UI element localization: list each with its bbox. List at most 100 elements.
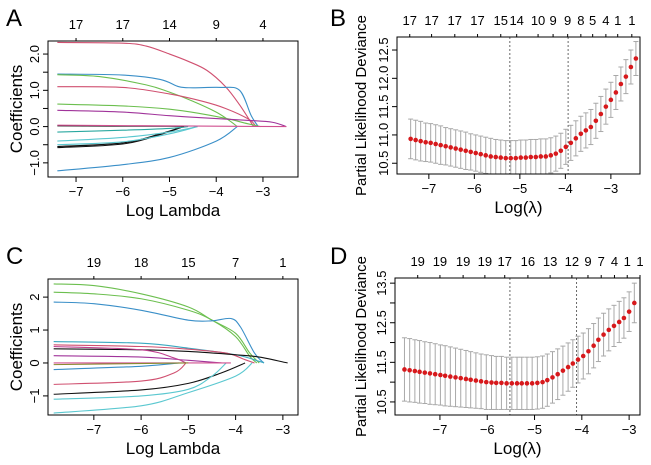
y-tick-label: 12.5 (374, 310, 389, 335)
deviance-point (504, 381, 509, 386)
deviance-point (508, 155, 514, 161)
deviance-point (540, 379, 545, 385)
y-tick-label: 1.0 (27, 81, 42, 99)
deviance-point (586, 348, 591, 354)
top-axis-label: 1 (628, 13, 635, 28)
deviance-point (402, 367, 407, 372)
deviance-point (453, 375, 458, 380)
deviance-point (509, 381, 515, 386)
coefficient-path-13 (53, 362, 253, 414)
deviance-point (543, 154, 549, 159)
deviance-point (503, 155, 509, 161)
x-tick-label: −3 (622, 422, 637, 437)
coefficient-path-7 (53, 355, 222, 364)
deviance-point (422, 370, 428, 375)
deviance-point (596, 337, 601, 343)
plot-area (53, 283, 288, 414)
deviance-point (407, 367, 412, 373)
x-tick-label: −3 (275, 422, 290, 437)
top-axis-label: 17 (497, 254, 511, 269)
coefficient-path-12 (57, 126, 189, 133)
deviance-point (412, 368, 418, 374)
coefficient-path-3 (57, 74, 238, 128)
top-axis-label: 7 (598, 254, 605, 269)
top-axis-label: 18 (134, 255, 148, 270)
panel-c: C −7 −6 −5 −4 −3 −1 0 1 2 19 18 15 7 1 Log Lambda Coeffi… (6, 243, 299, 458)
deviance-point (544, 377, 550, 383)
coefficient-path-12 (53, 362, 227, 400)
x-axis-label: Log Lambda (126, 439, 221, 458)
x-axis-label: Log Lambda (126, 201, 221, 220)
x-tick-label: −4 (209, 184, 224, 199)
deviance-point (588, 124, 594, 130)
deviance-point (417, 369, 422, 375)
top-axis-label: 15 (181, 255, 195, 270)
deviance-point (427, 371, 433, 376)
deviance-point (453, 146, 459, 151)
coefficient-path-9 (53, 362, 179, 371)
deviance-point (458, 375, 464, 381)
deviance-point (473, 150, 479, 156)
deviance-point (550, 375, 555, 380)
deviance-point (618, 81, 624, 87)
top-axis-label: 17 (470, 13, 484, 28)
top-axis-label: 14 (509, 13, 523, 28)
deviance-point (458, 147, 464, 152)
deviance-point (608, 97, 614, 103)
x-tick-label: −7 (86, 422, 101, 437)
deviance-point (616, 319, 622, 325)
deviance-point (493, 380, 499, 386)
deviance-point (438, 142, 443, 148)
top-axis-label: 1 (279, 255, 286, 270)
deviance-point (533, 154, 539, 160)
deviance-point (408, 136, 413, 142)
deviance-point (448, 374, 453, 379)
y-axis-label: Coefficients (7, 303, 26, 392)
deviance-point (478, 151, 484, 157)
top-axis-label: 19 (87, 255, 101, 270)
panel-letter: A (6, 5, 22, 32)
y-tick-label: 0.0 (27, 118, 42, 136)
deviance-point (591, 343, 596, 349)
deviance-point (628, 64, 634, 70)
deviance-point (603, 104, 609, 109)
x-tick-label: −7 (433, 422, 448, 437)
y-tick-label: 2.0 (27, 45, 42, 63)
deviance-point (558, 148, 564, 154)
top-axis-label: 17 (403, 13, 417, 28)
x-tick-label: −5 (162, 184, 177, 199)
deviance-point (463, 376, 469, 382)
x-tick-label: −6 (467, 181, 482, 196)
coefficient-path-2 (53, 291, 258, 364)
top-axis-label: 17 (69, 17, 83, 32)
top-axis-label: 14 (162, 17, 176, 32)
top-axis-label: 5 (589, 13, 596, 28)
deviance-point (528, 154, 534, 160)
coefficient-path-10 (57, 126, 198, 146)
top-axis-label: 1 (614, 13, 621, 28)
deviance-point (632, 300, 637, 306)
x-tick-label: −3 (256, 184, 271, 199)
top-axis-label: 13 (543, 254, 557, 269)
deviance-point (626, 309, 632, 314)
top-axis-label: 17 (448, 13, 462, 28)
deviance-point (468, 377, 473, 383)
coefficient-path-2 (57, 73, 259, 127)
plot-area (408, 37, 639, 174)
deviance-point (483, 379, 489, 385)
deviance-point (523, 155, 529, 160)
panel-b: B −7 −6 −5 −4 −3 10.5 11.0 11.5 12.0 12.5 17 17 17 17 1… (330, 5, 641, 217)
deviance-point (524, 381, 530, 386)
deviance-point (633, 56, 639, 61)
y-tick-label: 10.5 (374, 389, 389, 414)
x-tick-label: −7 (421, 181, 436, 196)
deviance-point (529, 381, 535, 386)
deviance-point (580, 353, 586, 359)
coefficient-path-7 (57, 126, 184, 148)
y-tick-label: 0 (27, 359, 42, 366)
x-tick-label: −4 (228, 422, 243, 437)
deviance-point (418, 138, 423, 144)
x-tick-label: −3 (603, 181, 618, 196)
deviance-point (423, 139, 428, 145)
